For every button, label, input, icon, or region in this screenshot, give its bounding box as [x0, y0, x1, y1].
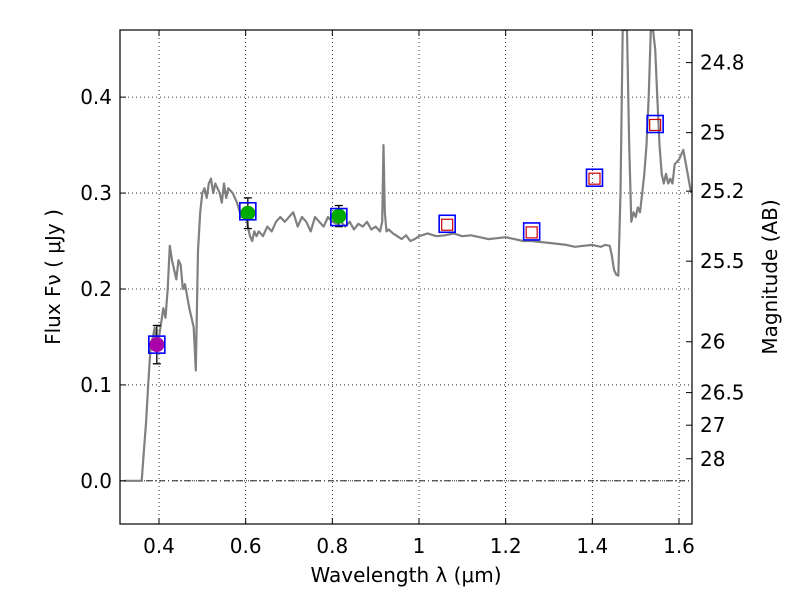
- right-tick-label: 27: [700, 413, 725, 437]
- right-tick-label: 25.2: [700, 179, 745, 203]
- observed-point: [331, 208, 347, 224]
- y-tick-label: 0.3: [80, 181, 112, 205]
- x-tick-label: 0.8: [316, 534, 348, 558]
- points-group: [148, 114, 664, 365]
- y-tick-label: 0.2: [80, 277, 112, 301]
- model-point: [438, 214, 456, 234]
- plot-area: [120, 30, 692, 524]
- y-tick-label: 0.1: [80, 373, 112, 397]
- x-tick-label: 1.4: [576, 534, 608, 558]
- ticks-group: 0.4 0.6 0.8 1 1.2 1.4 1.6 0.0 0.1 0.2 0.3 0.4 24.8 25…: [80, 30, 745, 558]
- upper-limit-point: [441, 218, 454, 231]
- upper-limit-point: [588, 172, 601, 185]
- right-tick-label: 28: [700, 447, 725, 471]
- right-tick-label: 26: [700, 330, 725, 354]
- right-tick-label: 25.5: [700, 249, 745, 273]
- x-tick-label: 1.2: [490, 534, 522, 558]
- x-tick-label: 1: [413, 534, 426, 558]
- x-tick-label: 0.4: [143, 534, 175, 558]
- y-tick-label: 0.4: [80, 85, 112, 109]
- y-tick-label: 0.0: [80, 469, 112, 493]
- model-point: [585, 168, 604, 188]
- model-point: [330, 207, 348, 227]
- model-point: [522, 222, 541, 241]
- right-axis-label: Magnitude (AB): [758, 199, 782, 354]
- x-axis-label: Wavelength λ (μm): [310, 563, 501, 587]
- series-group: [124, 30, 692, 482]
- observed-point: [149, 337, 165, 353]
- y-axis-label: Flux Fν ( μJy ): [41, 209, 65, 345]
- right-tick-label: 25: [700, 121, 725, 145]
- model-point: [148, 335, 166, 354]
- series-line: [124, 30, 692, 482]
- right-tick-label: 24.8: [700, 51, 745, 75]
- upper-limit-point: [525, 226, 538, 239]
- plot-frame: [119, 29, 693, 525]
- observed-point: [240, 205, 256, 221]
- right-tick-label: 26.5: [700, 381, 745, 405]
- model-point: [646, 114, 664, 134]
- model-point: [239, 201, 257, 221]
- x-tick-label: 0.6: [230, 534, 262, 558]
- grid: [120, 30, 692, 524]
- x-tick-label: 1.6: [663, 534, 695, 558]
- upper-limit-point: [649, 118, 662, 132]
